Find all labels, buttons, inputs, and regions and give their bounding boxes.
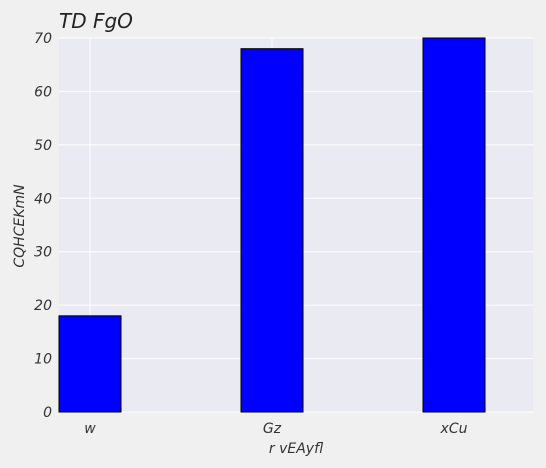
bar-w [58, 315, 122, 413]
y-tick-label: 40 [34, 191, 52, 207]
x-tick-label: xCu [440, 421, 468, 437]
bar-xCu [422, 37, 486, 413]
x-tick-label: Gz [263, 421, 282, 437]
y-tick-label: 50 [34, 138, 52, 154]
y-axis-label: CQHCEKmN [12, 184, 28, 268]
x-axis-ticks: w Gz xCu [84, 421, 467, 437]
y-tick-label: 20 [34, 298, 52, 314]
y-tick-label: 0 [43, 405, 52, 421]
x-tick-label: w [84, 421, 96, 437]
y-axis-ticks: 0 10 20 30 40 50 60 70 [34, 31, 52, 421]
y-tick-label: 30 [34, 245, 52, 261]
bar-Gz [240, 48, 304, 413]
bars-group [58, 37, 486, 413]
y-tick-label: 60 [34, 84, 52, 100]
y-tick-label: 70 [34, 31, 52, 47]
y-tick-label: 10 [34, 352, 52, 368]
chart-title: TD FgO [59, 9, 133, 33]
x-axis-label: r vEAyfl [269, 441, 323, 457]
